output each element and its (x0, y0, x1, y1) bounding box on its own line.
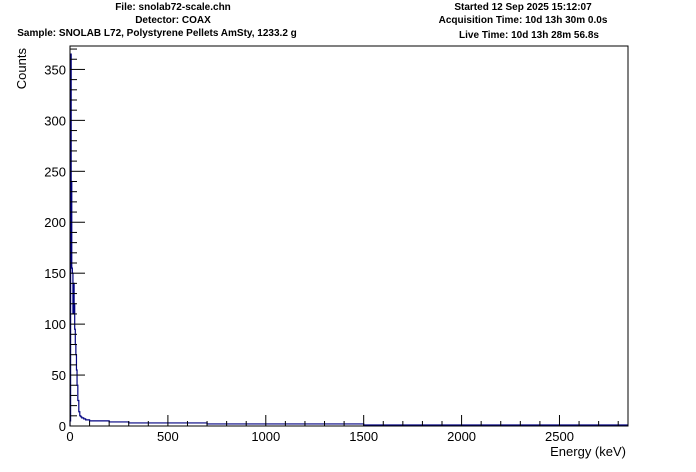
y-axis-title: Counts (14, 48, 29, 90)
x-axis: 0 500 1000 1500 2000 2500 (66, 415, 619, 444)
live-time-label: Live Time: 10d 13h 28m 56.8s (459, 30, 599, 41)
x-tick-label: 2000 (447, 429, 476, 444)
y-tick-label: 0 (59, 419, 66, 434)
spectrum-series (69, 53, 628, 426)
x-tick-label: 2500 (545, 429, 574, 444)
x-tick-label: 0 (66, 429, 73, 444)
file-label: File: snolab72-scale.chn (115, 2, 231, 13)
y-tick-label: 50 (52, 368, 66, 383)
started-label: Started 12 Sep 2025 15:12:07 (454, 2, 592, 13)
sample-label: Sample: SNOLAB L72, Polystyrene Pellets … (17, 28, 297, 39)
y-tick-label: 250 (44, 164, 66, 179)
y-axis: 0 50 100 150 200 250 300 350 (44, 48, 85, 434)
y-tick-label: 300 (44, 113, 66, 128)
x-tick-label: 1000 (251, 429, 280, 444)
x-tick-label: 1500 (349, 429, 378, 444)
y-tick-label: 100 (44, 317, 66, 332)
acquisition-time-label: Acquisition Time: 10d 13h 30m 0.0s (438, 15, 608, 26)
plot-frame (69, 45, 629, 427)
detector-label: Detector: COAX (135, 15, 211, 26)
y-tick-label: 200 (44, 215, 66, 230)
x-axis-title: Energy (keV) (550, 444, 626, 459)
y-tick-label: 150 (44, 266, 66, 281)
x-tick-label: 500 (157, 429, 179, 444)
y-tick-label: 350 (44, 62, 66, 77)
spectrum-line (69, 53, 628, 426)
